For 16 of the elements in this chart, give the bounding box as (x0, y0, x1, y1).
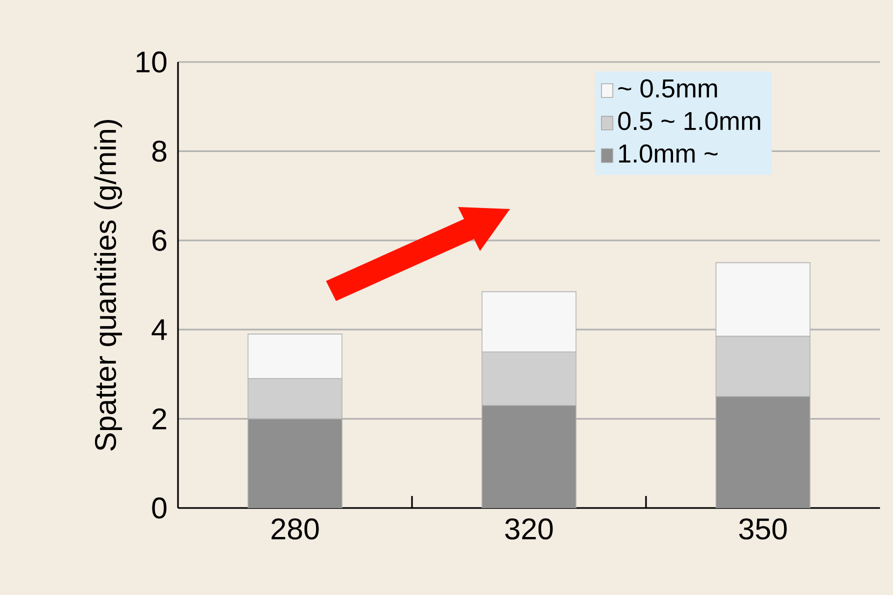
y-tick-label: 6 (152, 230, 166, 251)
y-tick-label: 8 (152, 140, 166, 162)
bar (482, 405, 576, 508)
bar (248, 418, 342, 508)
y-tick-label: 2 (152, 408, 166, 430)
x-tick-label: 350 (739, 518, 787, 540)
x-tick-label: 280 (272, 518, 319, 540)
bar (716, 396, 810, 508)
legend-label: 0.5 ~ 1.0mm (618, 112, 760, 130)
legend-label: 1.0mm ~ (619, 144, 718, 163)
y-axis-title: Spatter quantities (g/min) (94, 120, 122, 451)
x-tick-label: 320 (505, 518, 553, 540)
legend-label: ~ 0.5mm (618, 79, 717, 98)
y-tick-label: 0 (152, 497, 166, 519)
y-tick-label: 4 (152, 319, 167, 340)
y-tick-label: 10 (136, 51, 166, 73)
